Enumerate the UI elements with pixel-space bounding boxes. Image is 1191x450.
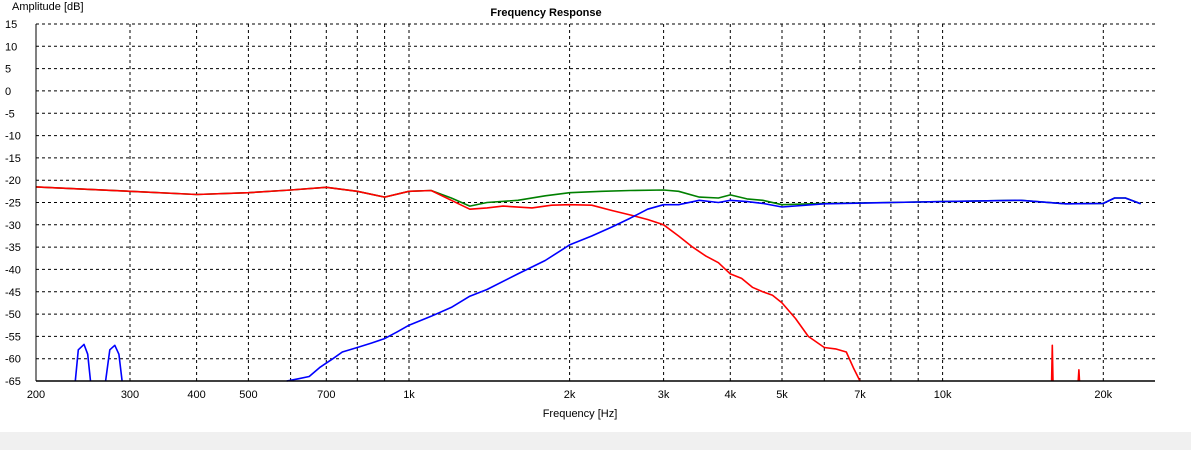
- y-tick-label: 0: [5, 86, 11, 98]
- x-tick-label: 500: [239, 389, 257, 401]
- y-tick-label: -65: [5, 376, 21, 388]
- y-axis-label: Amplitude [dB]: [12, 1, 84, 13]
- y-tick-label: -15: [5, 153, 21, 165]
- frequency-response-chart: Amplitude [dB] Frequency Response Freque…: [0, 0, 1191, 432]
- series-line-2: [1052, 345, 1053, 381]
- x-tick-label: 400: [187, 389, 205, 401]
- y-tick-label: -35: [5, 242, 21, 254]
- y-tick-label: 15: [5, 19, 17, 31]
- x-tick-label: 4k: [724, 389, 736, 401]
- x-tick-label: 5k: [776, 389, 788, 401]
- y-tick-label: -5: [5, 108, 15, 120]
- y-tick-label: 5: [5, 64, 11, 76]
- chart-title: Frequency Response: [490, 7, 601, 19]
- x-tick-label: 300: [121, 389, 139, 401]
- series-line-4: [75, 344, 90, 381]
- y-tick-label: -40: [5, 264, 21, 276]
- y-tick-label: -55: [5, 331, 21, 343]
- y-tick-label: -10: [5, 131, 21, 143]
- x-tick-label: 2k: [564, 389, 576, 401]
- ticks-layer: 15 10 5 0 -5 -10 -15 -20 -25 -30 -35 -40 -45 -50 -55 -6…: [5, 19, 1113, 401]
- y-tick-label: -60: [5, 354, 21, 366]
- y-tick-label: -50: [5, 309, 21, 321]
- y-tick-label: 10: [5, 41, 17, 53]
- x-axis-label: Frequency [Hz]: [543, 408, 618, 420]
- x-tick-label: 200: [27, 389, 45, 401]
- x-tick-label: 7k: [854, 389, 866, 401]
- chart-svg: Amplitude [dB] Frequency Response Freque…: [0, 0, 1191, 432]
- series-line-6: [287, 198, 1141, 381]
- y-tick-label: -30: [5, 220, 21, 232]
- series-line-3: [1078, 370, 1079, 381]
- x-tick-label: 20k: [1094, 389, 1112, 401]
- x-tick-label: 1k: [403, 389, 415, 401]
- x-tick-label: 3k: [658, 389, 670, 401]
- series-line-5: [106, 345, 123, 381]
- x-tick-label: 700: [317, 389, 335, 401]
- y-tick-label: -25: [5, 198, 21, 210]
- series-line-0: [36, 187, 1141, 206]
- y-tick-label: -45: [5, 287, 21, 299]
- y-tick-label: -20: [5, 175, 21, 187]
- grid-layer: [36, 24, 1155, 381]
- x-tick-label: 10k: [934, 389, 952, 401]
- series-line-1: [36, 187, 860, 381]
- series-layer: [36, 187, 1141, 381]
